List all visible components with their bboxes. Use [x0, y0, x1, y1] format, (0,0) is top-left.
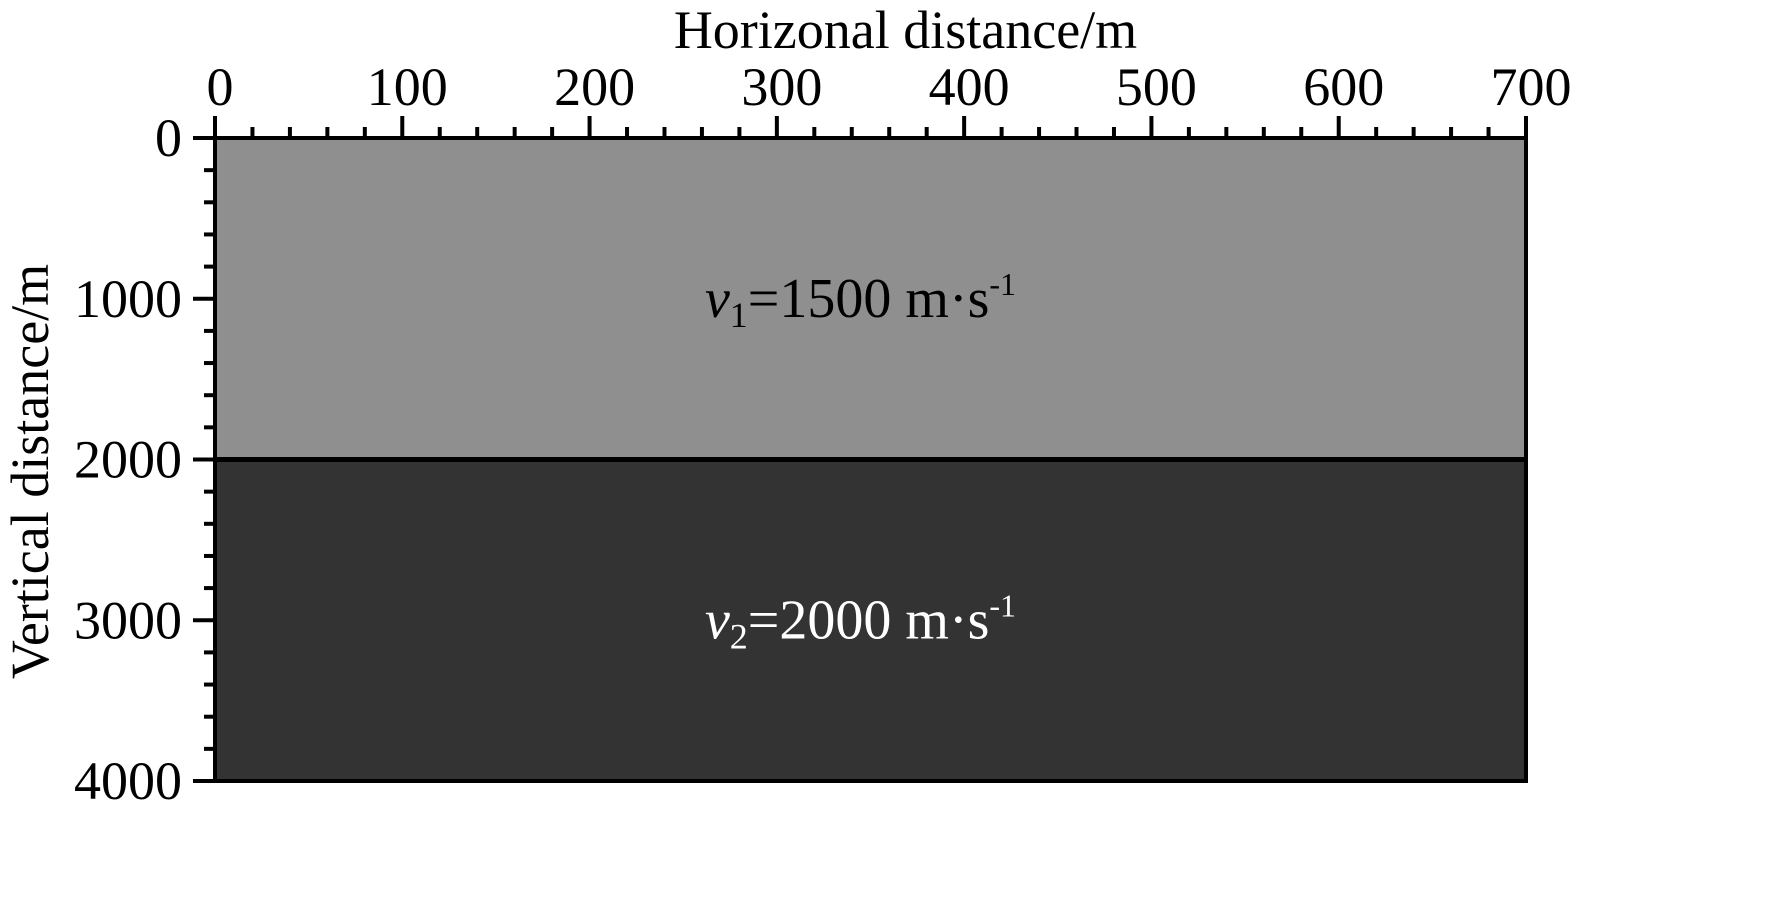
velocity-unit-exponent: -1 [989, 266, 1016, 302]
y-tick-label: 3000 [74, 590, 182, 650]
layer-2-velocity-label: v2=2000 m·s-1 [705, 587, 1016, 656]
y-tick-label: 4000 [74, 751, 182, 811]
velocity-unit-exponent: -1 [989, 587, 1016, 623]
y-axis: 0 1000 2000 3000 4000 [74, 108, 217, 811]
y-tick-label: 0 [155, 108, 182, 168]
x-tick-label: 400 [929, 57, 1010, 117]
y-tick-label: 2000 [74, 430, 182, 490]
x-tick-label: 500 [1116, 57, 1197, 117]
x-tick-label: 200 [554, 57, 635, 117]
layer-1-velocity-label: v1=1500 m·s-1 [705, 266, 1016, 335]
layer-labels-group: v1=1500 m·s-1v2=2000 m·s-1 [705, 266, 1016, 657]
velocity-symbol: v [705, 589, 730, 651]
x-tick-label: 600 [1303, 57, 1384, 117]
x-tick-label: 700 [1491, 57, 1572, 117]
x-axis-title: Horizonal distance/m [674, 0, 1137, 60]
layers-group [215, 138, 1526, 781]
layer-2-region [215, 459, 1526, 781]
x-tick-label: 0 [207, 57, 234, 117]
x-axis: 0 100 200 300 400 500 600 700 [207, 57, 1572, 140]
velocity-value: =2000 m·s [748, 589, 990, 651]
velocity-subscript: 2 [730, 616, 748, 656]
y-tick-label: 1000 [74, 269, 182, 329]
velocity-value: =1500 m·s [748, 268, 990, 330]
layer-1-region [215, 138, 1526, 460]
velocity-symbol: v [705, 268, 730, 330]
velocity-subscript: 1 [730, 295, 748, 335]
y-axis-title: Vertical distance/m [0, 264, 60, 679]
x-tick-label: 100 [367, 57, 448, 117]
x-tick-label: 300 [741, 57, 822, 117]
